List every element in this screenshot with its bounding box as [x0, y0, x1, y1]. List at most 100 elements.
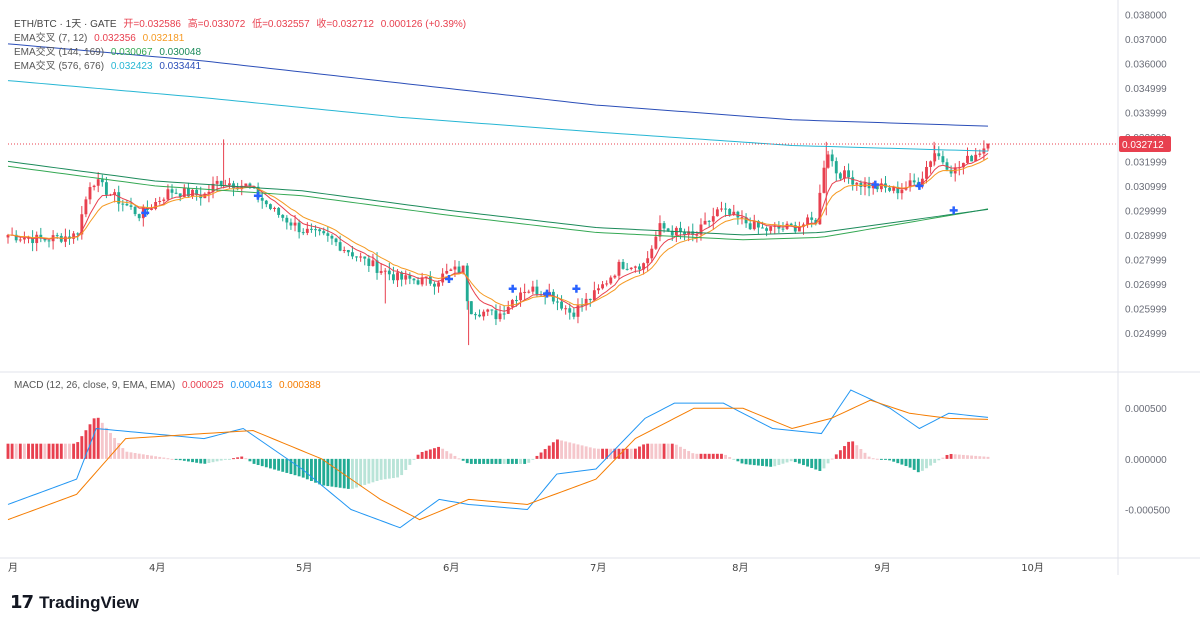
candle-body — [35, 234, 39, 244]
macd-histogram-bar — [937, 458, 941, 461]
candle-body — [72, 233, 76, 239]
candle-body — [519, 292, 522, 301]
candle-body — [424, 276, 428, 278]
macd-histogram-bar — [461, 458, 465, 461]
candle-body — [912, 180, 916, 183]
candle-body — [715, 209, 719, 217]
candle-body — [428, 276, 432, 284]
ema-cross-marker-icon — [949, 206, 958, 215]
macd-histogram-bar — [207, 458, 211, 463]
candle-body — [654, 236, 658, 249]
macd-histogram-bar — [654, 443, 658, 459]
candle-body — [592, 290, 596, 301]
macd-line-value: 0.000413 — [230, 380, 273, 391]
candle-body — [396, 272, 399, 281]
macd-histogram-bar — [908, 458, 912, 468]
macd-histogram-bar — [605, 448, 609, 459]
candle-body — [310, 228, 313, 230]
candle-body — [929, 161, 933, 167]
candle-body — [601, 284, 604, 289]
macd-histogram-bar — [613, 448, 617, 459]
candle-body — [113, 192, 117, 195]
macd-histogram-bar — [920, 458, 924, 471]
macd-histogram-bar — [92, 418, 96, 459]
macd-histogram-bar — [502, 458, 506, 464]
macd-histogram-bar — [527, 458, 531, 463]
macd-histogram-bar — [576, 444, 580, 459]
macd-histogram-bar — [191, 458, 194, 463]
candle-body — [387, 270, 391, 275]
tradingview-logo[interactable]: 𝟭𝟳 TradingView — [10, 592, 139, 613]
macd-histogram-bar — [59, 443, 63, 459]
high-value: 高=0.033072 — [187, 19, 246, 30]
candle-body — [281, 214, 285, 218]
macd-histogram-bar — [732, 458, 736, 460]
candle-body — [802, 224, 805, 227]
macd-histogram-bar — [346, 458, 350, 489]
candle-body — [703, 220, 707, 225]
price-tick-label: 0.028999 — [1125, 231, 1167, 242]
macd-histogram-bar — [523, 458, 527, 464]
candle-body — [527, 291, 531, 293]
candle-body — [178, 193, 182, 197]
candle-body — [355, 256, 358, 258]
macd-histogram-bar — [666, 443, 670, 459]
candle-body — [502, 313, 506, 315]
candle-body — [6, 234, 10, 238]
candle-body — [39, 234, 43, 239]
macd-histogram-bar — [453, 455, 457, 459]
macd-histogram-bar — [810, 458, 814, 469]
candle-body — [318, 229, 322, 232]
macd-histogram-bar — [322, 458, 326, 486]
macd-histogram-bar — [465, 458, 469, 464]
macd-histogram-bar — [301, 458, 305, 478]
macd-histogram-bar — [252, 458, 256, 464]
macd-histogram-bar — [109, 432, 112, 459]
candle-body — [416, 280, 420, 285]
candle-body — [420, 277, 424, 285]
macd-histogram-bar — [756, 458, 760, 466]
macd-tick-label: 0.000500 — [1125, 404, 1167, 415]
candle-body — [728, 208, 732, 215]
macd-histogram-bar — [724, 454, 728, 459]
candle-body — [490, 309, 494, 311]
ema-7-12-legend: EMA交叉 (7, 12) 0.032356 0.032181 — [14, 29, 188, 44]
macd-histogram-bar — [145, 454, 149, 459]
macd-histogram-bar — [707, 453, 711, 459]
ema-676-line — [7, 43, 989, 127]
macd-histogram-bar — [748, 458, 752, 465]
candle-body — [47, 240, 51, 242]
macd-histogram-bar — [248, 458, 252, 462]
macd-histogram-bar — [551, 442, 555, 459]
price-tick-label: 0.036000 — [1125, 59, 1167, 70]
macd-histogram-bar — [695, 453, 699, 459]
candle-body — [346, 249, 350, 253]
macd-histogram-bar — [68, 443, 71, 459]
candle-body — [666, 228, 670, 231]
brand-name: TradingView — [39, 592, 139, 612]
macd-histogram-bar — [884, 458, 887, 460]
macd-histogram-bar — [121, 448, 125, 459]
candle-body — [961, 162, 965, 168]
candle-body — [18, 239, 22, 241]
ema-576-line — [7, 80, 989, 152]
macd-histogram-bar — [584, 446, 588, 459]
macd-histogram-bar — [433, 448, 436, 459]
candle-body — [232, 183, 235, 188]
macd-histogram-bar — [174, 458, 178, 460]
macd-histogram-bar — [978, 456, 982, 459]
time-tick-label: 6月 — [443, 562, 459, 574]
candle-body — [523, 291, 527, 293]
macd-histogram-bar — [863, 452, 867, 459]
candle-body — [301, 232, 305, 234]
macd-histogram-bar — [375, 458, 379, 482]
macd-histogram-bar — [699, 453, 703, 459]
macd-histogram-bar — [974, 455, 978, 459]
macd-histogram-bar — [793, 458, 797, 463]
candle-body — [125, 203, 129, 206]
candle-body — [129, 205, 133, 207]
candle-body — [707, 220, 711, 222]
macd-histogram-bar — [494, 458, 498, 464]
candle-body — [765, 228, 769, 231]
